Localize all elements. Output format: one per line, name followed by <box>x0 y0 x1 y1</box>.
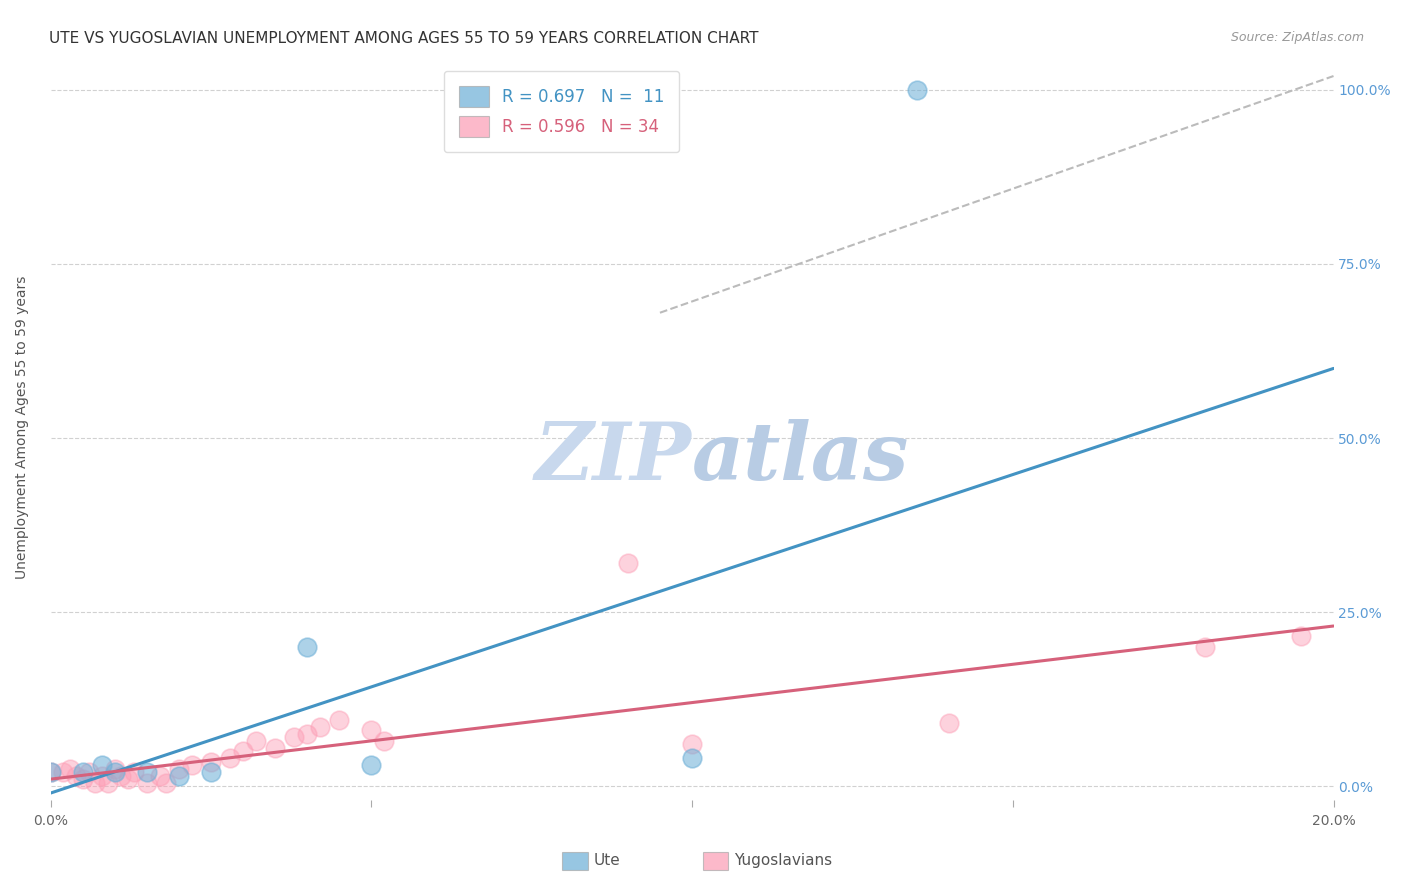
Point <box>245 734 267 748</box>
Point <box>90 769 112 783</box>
Point <box>328 713 350 727</box>
Point <box>167 769 190 783</box>
Point <box>295 640 318 654</box>
Point <box>1291 630 1313 644</box>
Point <box>180 758 202 772</box>
Point <box>200 755 222 769</box>
Y-axis label: Unemployment Among Ages 55 to 59 years: Unemployment Among Ages 55 to 59 years <box>15 276 30 579</box>
Point <box>97 775 120 789</box>
Point <box>72 765 94 780</box>
Point <box>104 762 127 776</box>
Point <box>135 765 157 780</box>
Point <box>52 765 75 780</box>
Point <box>617 557 640 571</box>
Point <box>59 762 82 776</box>
Point <box>232 744 254 758</box>
Point <box>122 765 145 780</box>
Point <box>681 751 703 765</box>
Point <box>283 731 305 745</box>
Point <box>39 765 62 780</box>
Point <box>360 723 382 738</box>
Point <box>65 769 87 783</box>
Point <box>72 772 94 787</box>
Point <box>309 720 332 734</box>
Text: Source: ZipAtlas.com: Source: ZipAtlas.com <box>1230 31 1364 45</box>
Point <box>39 765 62 780</box>
Point <box>84 775 107 789</box>
Point <box>264 740 287 755</box>
Point <box>1194 640 1216 654</box>
Text: UTE VS YUGOSLAVIAN UNEMPLOYMENT AMONG AGES 55 TO 59 YEARS CORRELATION CHART: UTE VS YUGOSLAVIAN UNEMPLOYMENT AMONG AG… <box>49 31 759 46</box>
Point <box>149 769 172 783</box>
Text: Ute: Ute <box>593 854 620 868</box>
Legend: R = 0.697   N =  11, R = 0.596   N = 34: R = 0.697 N = 11, R = 0.596 N = 34 <box>444 71 679 153</box>
Point <box>681 737 703 751</box>
Point <box>104 765 127 780</box>
Point <box>295 727 318 741</box>
Text: Yugoslavians: Yugoslavians <box>734 854 832 868</box>
Point <box>135 775 157 789</box>
Point <box>200 765 222 780</box>
Point <box>155 775 177 789</box>
Point <box>360 758 382 772</box>
Point <box>77 765 100 780</box>
Point <box>373 734 395 748</box>
Point <box>110 769 132 783</box>
Point <box>167 762 190 776</box>
Point <box>117 772 139 787</box>
Text: ZIP: ZIP <box>536 418 692 496</box>
Point <box>905 83 928 97</box>
Point <box>938 716 960 731</box>
Point <box>219 751 242 765</box>
Point <box>90 758 112 772</box>
Text: atlas: atlas <box>692 418 910 496</box>
